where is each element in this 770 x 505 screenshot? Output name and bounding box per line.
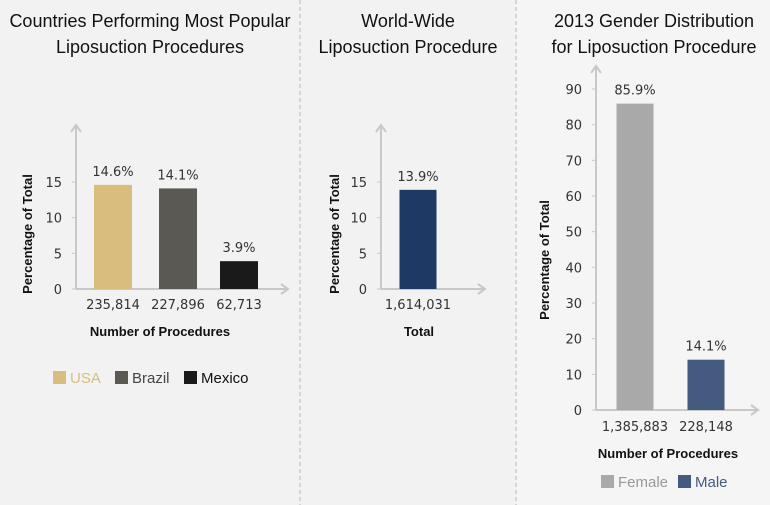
chart-worldwide-data-label-0: 13.9% bbox=[397, 170, 438, 185]
chart-gender: 2013 Gender Distribution for Liposuction… bbox=[537, 11, 760, 491]
chart-countries-legend-label-2: Mexico bbox=[201, 370, 249, 387]
chart-gender-ytick-label: 40 bbox=[565, 261, 582, 276]
chart-countries-legend-label-1: Brazil bbox=[132, 370, 170, 387]
chart-worldwide-ytick-label: 0 bbox=[359, 283, 367, 298]
chart-gender-ytick-label: 0 bbox=[574, 404, 582, 419]
chart-worldwide-ylabel: Percentage of Total bbox=[327, 174, 342, 294]
chart-countries-xtick-label-2: 62,713 bbox=[216, 298, 262, 313]
chart-countries-legend-swatch-1 bbox=[115, 371, 128, 384]
chart-gender-data-labels: 85.9% 14.1% bbox=[614, 84, 726, 355]
chart-countries-bar-2 bbox=[220, 261, 258, 289]
chart-countries-ytick-label: 0 bbox=[54, 283, 62, 298]
chart-countries-ylabel: Percentage of Total bbox=[20, 174, 35, 294]
chart-worldwide-ytick-label: 15 bbox=[350, 176, 367, 191]
chart-worldwide: World-Wide Liposuction Procedure Percent… bbox=[318, 11, 497, 339]
chart-countries-data-label-1: 14.1% bbox=[157, 168, 198, 183]
chart-gender-bar-0 bbox=[616, 103, 654, 410]
chart-worldwide-ytick-label: 5 bbox=[359, 247, 367, 262]
chart-gender-legend-swatch-1 bbox=[678, 475, 691, 488]
chart-countries: Countries Performing Most Popular Liposu… bbox=[9, 11, 290, 387]
chart-gender-xticks: 1,385,883 228,148 bbox=[602, 420, 733, 435]
chart-gender-xtick-label-0: 1,385,883 bbox=[602, 420, 668, 435]
chart-countries-data-labels: 14.6% 14.1% 3.9% bbox=[92, 165, 255, 256]
chart-gender-yticks: 0 10 20 30 40 50 60 70 80 90 bbox=[565, 83, 596, 419]
chart-countries-ytick-label: 5 bbox=[54, 247, 62, 262]
chart-countries-xlabel: Number of Procedures bbox=[90, 324, 230, 339]
chart-countries-data-label-2: 3.9% bbox=[222, 241, 255, 256]
chart-countries-legend-swatch-0 bbox=[53, 371, 66, 384]
chart-countries-x-axis-arrow bbox=[280, 283, 290, 295]
chart-gender-ytick-label: 70 bbox=[565, 154, 582, 169]
chart-gender-ytick-label: 90 bbox=[565, 83, 582, 98]
chart-countries-xticks: 235,814 227,896 62,713 bbox=[86, 298, 262, 313]
chart-countries-ytick-label: 10 bbox=[45, 212, 62, 227]
chart-gender-xtick-label-1: 228,148 bbox=[679, 420, 733, 435]
chart-countries-yticks: 0 5 10 15 bbox=[45, 176, 76, 298]
chart-countries-legend-label-0: USA bbox=[70, 370, 101, 387]
chart-gender-data-label-0: 85.9% bbox=[614, 84, 655, 99]
chart-worldwide-xticks: 1,614,031 bbox=[385, 298, 451, 313]
chart-countries-ytick-label: 15 bbox=[45, 176, 62, 191]
chart-gender-legend-label-1: Male bbox=[695, 474, 728, 491]
chart-gender-x-axis-arrow bbox=[750, 404, 760, 416]
chart-gender-ytick-label: 30 bbox=[565, 297, 582, 312]
chart-gender-legend: Female Male bbox=[601, 474, 728, 491]
chart-countries-legend-swatch-2 bbox=[184, 371, 197, 384]
chart-gender-ytick-label: 10 bbox=[565, 368, 582, 383]
chart-gender-title-line2: for Liposuction Procedure bbox=[551, 37, 756, 57]
chart-countries-title-line1: Countries Performing Most Popular bbox=[9, 11, 290, 31]
chart-countries-bar-1 bbox=[159, 188, 197, 289]
chart-worldwide-y-axis-arrow bbox=[375, 123, 387, 133]
chart-worldwide-yticks: 0 5 10 15 bbox=[350, 176, 381, 298]
chart-gender-bar-1 bbox=[687, 359, 725, 410]
chart-gender-legend-label-0: Female bbox=[618, 474, 668, 491]
chart-countries-legend: USA Brazil Mexico bbox=[53, 370, 249, 387]
chart-countries-xtick-label-1: 227,896 bbox=[151, 298, 205, 313]
chart-worldwide-xtick-label-0: 1,614,031 bbox=[385, 298, 451, 313]
chart-worldwide-title-line2: Liposuction Procedure bbox=[318, 37, 497, 57]
chart-gender-y-axis-arrow bbox=[590, 64, 602, 74]
chart-worldwide-x-axis-arrow bbox=[477, 283, 487, 295]
chart-gender-bars bbox=[616, 103, 725, 410]
chart-worldwide-title-line1: World-Wide bbox=[361, 11, 455, 31]
chart-gender-legend-swatch-0 bbox=[601, 475, 614, 488]
chart-countries-data-label-0: 14.6% bbox=[92, 165, 133, 180]
chart-gender-xlabel: Number of Procedures bbox=[598, 446, 738, 461]
chart-worldwide-bars bbox=[399, 189, 437, 289]
chart-gender-ytick-label: 50 bbox=[565, 226, 582, 241]
chart-countries-xtick-label-0: 235,814 bbox=[86, 298, 140, 313]
chart-countries-bar-0 bbox=[94, 184, 132, 289]
chart-worldwide-data-labels: 13.9% bbox=[397, 170, 438, 185]
chart-gender-ytick-label: 60 bbox=[565, 190, 582, 205]
chart-worldwide-bar-0 bbox=[399, 189, 437, 289]
chart-gender-ytick-label: 80 bbox=[565, 119, 582, 134]
chart-countries-y-axis-arrow bbox=[70, 123, 82, 133]
chart-worldwide-xlabel: Total bbox=[404, 324, 434, 339]
chart-gender-ytick-label: 20 bbox=[565, 333, 582, 348]
chart-gender-title-line1: 2013 Gender Distribution bbox=[554, 11, 754, 31]
chart-gender-ylabel: Percentage of Total bbox=[537, 200, 552, 320]
chart-gender-data-label-1: 14.1% bbox=[685, 340, 726, 355]
chart-countries-title-line2: Liposuction Procedures bbox=[56, 37, 244, 57]
chart-countries-bars bbox=[94, 184, 258, 289]
chart-worldwide-ytick-label: 10 bbox=[350, 212, 367, 227]
